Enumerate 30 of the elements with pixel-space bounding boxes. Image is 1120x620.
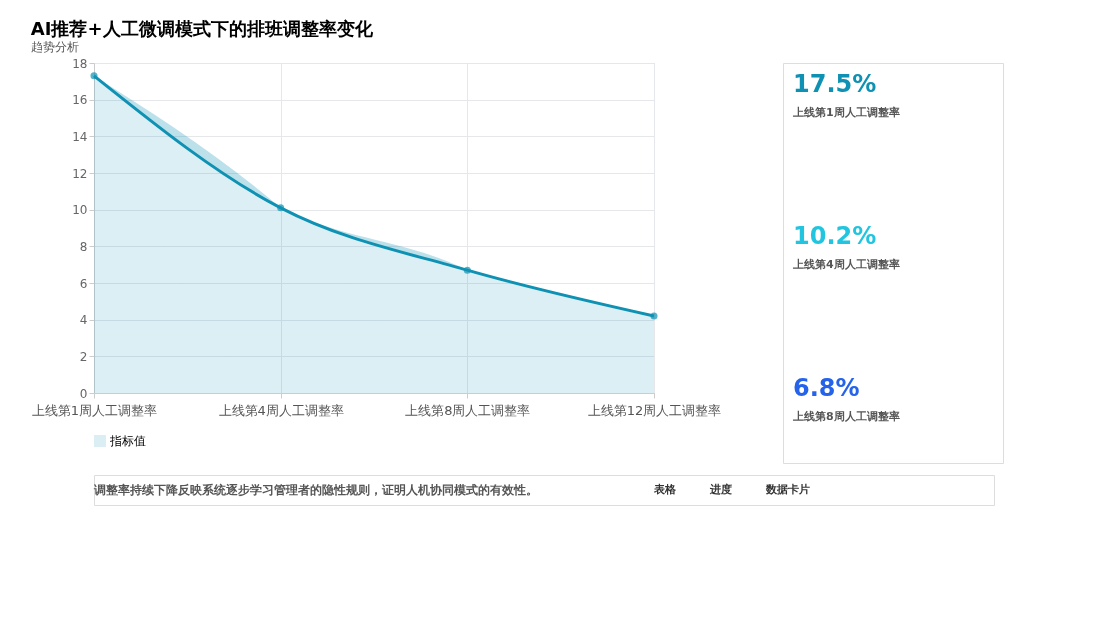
- chart-title: AI推荐+人工微调模式下的排班调整率变化: [30, 17, 374, 39]
- y-tick-label: 6: [79, 276, 88, 291]
- y-tick-label: 18: [72, 56, 88, 71]
- text: 调整率持续下降反映系统逐步学习管理者的隐性规则，证明人机协同模式的有效性。: [93, 483, 538, 497]
- text: 数据卡片: [765, 483, 810, 496]
- y-tick-label: 8: [79, 239, 88, 254]
- text: 表格: [653, 483, 677, 496]
- legend-label: 指标值: [109, 434, 146, 448]
- y-tick-label: 0: [79, 386, 88, 401]
- text: 6.8%: [793, 374, 860, 402]
- x-tick-label: 上线第8周人工调整率: [405, 402, 531, 418]
- y-tick-label: 16: [72, 93, 88, 108]
- point: [90, 72, 98, 80]
- x-tick-label: 上线第4周人工调整率: [218, 402, 344, 418]
- point: [650, 312, 658, 320]
- y-tick-label: 4: [79, 313, 88, 328]
- y-tick-label: 10: [72, 203, 88, 218]
- text: 上线第4周人工调整率: [792, 258, 900, 271]
- point: [463, 266, 471, 274]
- y-tick-label: 14: [72, 129, 88, 144]
- x-tick-label: 上线第1周人工调整率: [31, 402, 158, 418]
- x-tick-label: 上线第12周人工调整率: [587, 402, 722, 418]
- text: 上线第1周人工调整率: [792, 106, 900, 119]
- text: 进度: [709, 483, 732, 496]
- chart-subtitle: 趋势分析: [30, 39, 79, 54]
- point: [277, 204, 285, 212]
- y-tick-label: 12: [72, 166, 88, 181]
- text: 10.2%: [793, 222, 877, 250]
- y-tick-label: 2: [79, 349, 88, 364]
- text: 17.5%: [793, 70, 877, 98]
